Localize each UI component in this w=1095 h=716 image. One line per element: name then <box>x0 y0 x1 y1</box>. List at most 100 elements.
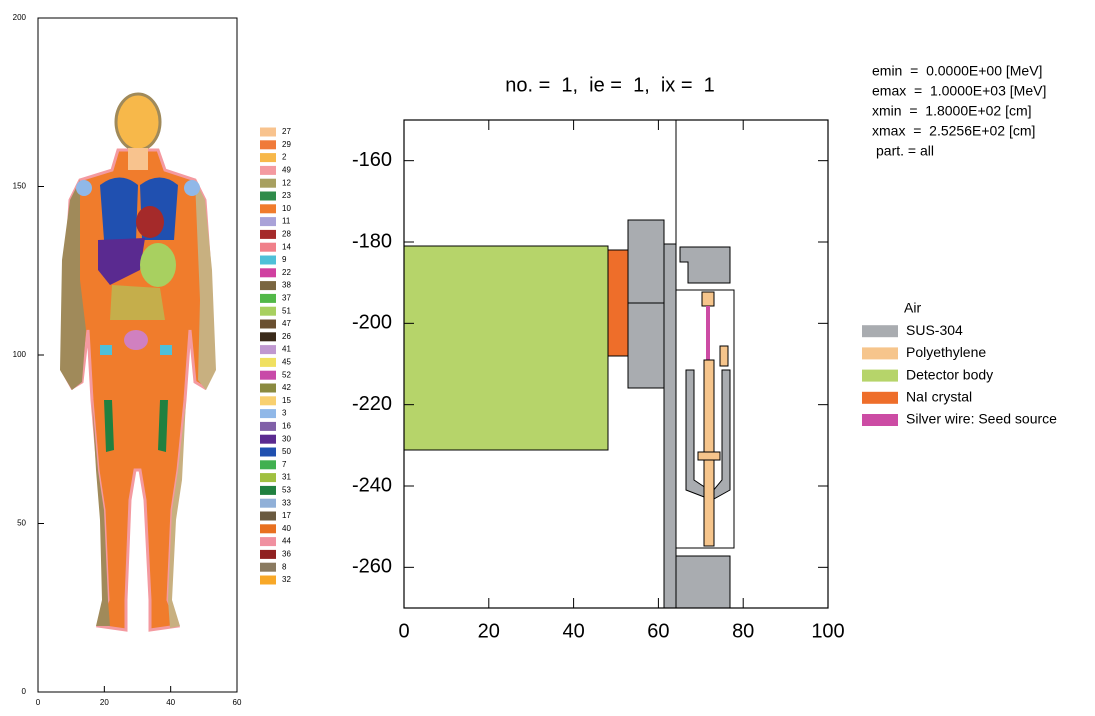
legend-label: 17 <box>282 511 291 520</box>
hip <box>100 345 112 355</box>
legend-label: 26 <box>282 332 291 341</box>
shoulder <box>76 180 92 196</box>
y-tick-label: -220 <box>352 393 392 415</box>
legend-label: 49 <box>282 166 291 175</box>
plot-title: no. = 1, ie = 1, ix = 1 <box>505 74 715 96</box>
legend-label: 11 <box>282 217 291 226</box>
poly-tab <box>720 346 728 366</box>
legend-label: 47 <box>282 319 291 328</box>
page: no. = 1, ie = 1, ix = 1 0204060050100150… <box>0 0 1095 716</box>
x-tick-label: 40 <box>166 698 175 707</box>
legend-swatch <box>260 537 276 546</box>
legend-swatch <box>260 192 276 201</box>
legend-swatch <box>260 320 276 329</box>
heart <box>136 206 164 238</box>
legend-label: SUS-304 <box>906 322 963 338</box>
legend-swatch <box>260 396 276 405</box>
legend-label: 30 <box>282 434 291 443</box>
legend-label: 16 <box>282 422 291 431</box>
poly-top <box>702 292 714 306</box>
legend-swatch <box>260 460 276 469</box>
legend-label: Air <box>904 300 921 316</box>
y-tick-label: 200 <box>13 13 27 22</box>
legend-swatch <box>260 358 276 367</box>
legend-swatch <box>862 392 898 404</box>
seed-wire <box>706 306 710 360</box>
legend-label: 29 <box>282 140 291 149</box>
y-tick-label: 0 <box>22 687 27 696</box>
legend-label: 42 <box>282 383 291 392</box>
legend-swatch <box>260 512 276 521</box>
legend-swatch <box>260 371 276 380</box>
nai-crystal <box>608 250 628 356</box>
intestine <box>110 285 165 320</box>
legend-label: 23 <box>282 191 291 200</box>
legend-label: 2 <box>282 153 287 162</box>
legend-label: 33 <box>282 498 291 507</box>
info-line: xmin = 1.8000E+02 [cm] <box>872 103 1032 119</box>
y-tick-label: -200 <box>352 312 392 334</box>
legend-label: 44 <box>282 537 291 546</box>
poly-ring <box>698 452 720 460</box>
legend-label: NaI crystal <box>906 389 972 405</box>
legend-label: 9 <box>282 255 287 264</box>
legend-swatch <box>260 294 276 303</box>
legend-swatch <box>260 332 276 341</box>
legend-label: 45 <box>282 358 291 367</box>
y-tick-label: -260 <box>352 556 392 578</box>
legend-swatch <box>260 243 276 252</box>
legend-swatch <box>260 524 276 533</box>
info-line: emax = 1.0000E+03 [MeV] <box>872 83 1046 99</box>
legend-label: 53 <box>282 486 291 495</box>
legend-swatch <box>260 128 276 137</box>
y-tick-label: -160 <box>352 149 392 171</box>
shoulder <box>184 180 200 196</box>
legend-swatch <box>260 230 276 239</box>
neck <box>128 148 148 170</box>
legend-swatch <box>260 268 276 277</box>
legend-label: 37 <box>282 294 291 303</box>
x-tick-label: 60 <box>233 698 242 707</box>
legend-swatch <box>260 448 276 457</box>
info-line: emin = 0.0000E+00 [MeV] <box>872 63 1042 79</box>
legend-label: 50 <box>282 447 291 456</box>
legend-swatch <box>260 281 276 290</box>
legend-swatch <box>862 414 898 426</box>
legend-swatch <box>260 384 276 393</box>
legend-swatch <box>260 499 276 508</box>
legend-label: 8 <box>282 562 287 571</box>
legend-label: 41 <box>282 345 291 354</box>
legend-swatch <box>260 486 276 495</box>
legend-label: 15 <box>282 396 291 405</box>
sus-base <box>676 556 730 608</box>
x-tick-label: 60 <box>647 620 669 642</box>
detector-body <box>404 246 608 450</box>
legend-swatch <box>260 576 276 585</box>
legend-swatch <box>260 563 276 572</box>
legend-label: 36 <box>282 550 291 559</box>
legend-label: 38 <box>282 281 291 290</box>
phantom-body <box>60 94 216 630</box>
legend-label: Polyethylene <box>906 344 986 360</box>
legend-swatch <box>260 307 276 316</box>
y-tick-label: 100 <box>13 350 27 359</box>
x-tick-label: 20 <box>100 698 109 707</box>
geometry <box>404 120 734 608</box>
legend-swatch <box>260 140 276 149</box>
bladder <box>124 330 148 350</box>
legend-label: 32 <box>282 575 291 584</box>
y-tick-label: -180 <box>352 230 392 252</box>
legend-label: 10 <box>282 204 291 213</box>
sus-cap <box>680 247 730 283</box>
sus-strip <box>664 244 676 608</box>
sus-block <box>628 220 664 388</box>
figure: no. = 1, ie = 1, ix = 1 0204060050100150… <box>0 0 1095 711</box>
legend-label: 52 <box>282 370 291 379</box>
y-tick-label: 50 <box>17 519 26 528</box>
legend-swatch <box>260 550 276 559</box>
legend-label: 22 <box>282 268 291 277</box>
legend-swatch <box>862 370 898 382</box>
legend-swatch <box>260 345 276 354</box>
legend-label: 28 <box>282 230 291 239</box>
head <box>116 94 160 150</box>
